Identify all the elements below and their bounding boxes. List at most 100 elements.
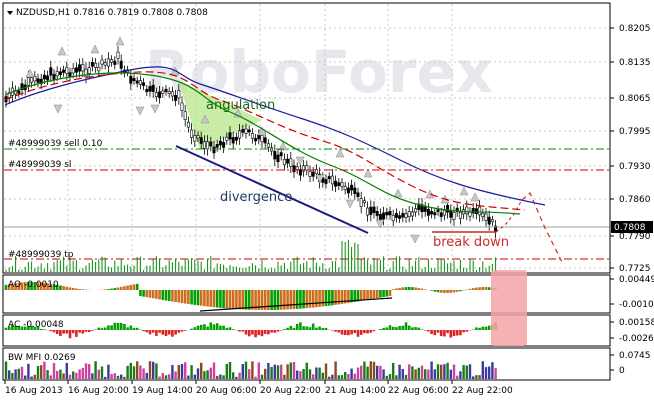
candle-body (465, 206, 469, 215)
candle-body (129, 75, 133, 84)
ao-bar (423, 289, 427, 290)
mfi-bar (142, 368, 145, 379)
candle-body (247, 129, 251, 133)
mfi-bar (94, 361, 97, 379)
sell-level-label: #48999039 sell 0.10 (8, 139, 103, 149)
fractal-down-icon (53, 104, 63, 114)
ao-bar (414, 287, 417, 290)
ac-bar (199, 324, 203, 330)
mfi-bar (190, 365, 193, 379)
candle-body (356, 192, 360, 197)
ac-bar (283, 329, 286, 330)
mfi-bar (49, 375, 52, 379)
main-pane[interactable]: RoboForex NZDUSD,H1 0.7816 0.7819 0.7808… (2, 2, 611, 274)
mfi-bar (337, 375, 340, 379)
mfi-bar (158, 376, 161, 379)
candle-body (65, 67, 69, 74)
ac-bar (75, 330, 78, 337)
ao-bar (308, 290, 312, 308)
mfi-bar (488, 366, 491, 379)
mfi-bar (152, 361, 155, 379)
ao-bar (46, 283, 49, 290)
ac-bar (443, 330, 446, 337)
ao-bar (196, 290, 200, 306)
mfi-pane[interactable]: BW MFI 0.0269 (2, 347, 611, 381)
candle-body (228, 132, 232, 140)
candle-body (84, 68, 88, 77)
indicator-tick-label: 0.00449 (619, 275, 654, 285)
mfi-bar (81, 367, 84, 379)
mfi-bar (273, 364, 276, 379)
ac-bar (465, 330, 469, 332)
mfi-bar (404, 374, 408, 379)
candle-body (145, 88, 149, 93)
mfi-bar (219, 374, 222, 379)
mfi-bar (478, 375, 481, 379)
mfi-bar (72, 371, 75, 379)
mfi-bar (328, 376, 331, 379)
ac-bar (27, 326, 30, 330)
main-pane-frame (2, 2, 611, 274)
mfi-bar (232, 372, 235, 379)
ao-bar (17, 282, 21, 290)
ao-bars (4, 282, 497, 310)
ac-bar (356, 330, 360, 337)
ac-bar (334, 330, 337, 332)
ao-bar (126, 285, 129, 290)
mfi-bar (235, 376, 238, 379)
candle-body (433, 212, 437, 216)
ac-bar (350, 330, 353, 335)
ac-bar (107, 325, 110, 330)
projection-down-line (521, 192, 563, 263)
candle-body (404, 213, 408, 218)
ac-bar (372, 330, 376, 332)
ao-bar (475, 287, 478, 290)
ac-bar (363, 330, 366, 334)
mfi-bar (161, 373, 164, 379)
ac-bar (183, 330, 187, 331)
ao-bar (260, 290, 264, 310)
mfi-bar (228, 361, 232, 379)
ao-bar (487, 287, 491, 290)
ac-bar (155, 330, 158, 336)
ao-bar (430, 290, 433, 291)
time-axis[interactable]: 16 Aug 2013 16 Aug 20:00 19 Aug 14:00 20 Au… (4, 380, 513, 396)
tick-volume-bars (5, 239, 497, 272)
candle-body (478, 206, 482, 216)
candle-body (94, 62, 98, 68)
candle-body (167, 91, 171, 94)
candle-body (87, 67, 91, 74)
ao-bar (331, 290, 334, 306)
fractal-down-icon (150, 104, 160, 114)
ao-bar (203, 290, 206, 307)
price-tick-label: 0.7860 (619, 195, 651, 205)
candle-body (282, 158, 286, 166)
candle-body (62, 69, 66, 73)
mfi-bar (494, 368, 497, 379)
ac-bar (420, 329, 424, 330)
ao-bar (263, 290, 267, 310)
candle-body (273, 151, 277, 160)
dropdown-triangle-icon[interactable] (7, 11, 13, 15)
mfi-bar (449, 369, 452, 379)
candle-body (158, 91, 162, 98)
ao-bar (353, 290, 357, 302)
ac-bar (135, 327, 139, 330)
projection-up-line (495, 199, 523, 233)
candle-body (372, 206, 376, 213)
candle-body (55, 71, 59, 77)
candle-body (407, 211, 411, 218)
mfi-bar (123, 376, 126, 379)
ao-bar (471, 288, 475, 290)
candle-body (353, 187, 357, 194)
ao-bar (209, 290, 213, 307)
ao-bar (183, 290, 187, 304)
candle-body (238, 130, 242, 139)
price-axis[interactable]: 0.7808 0.8205 0.8135 0.8065 0.7995 0.7930 0.7… (610, 24, 653, 274)
mfi-bar (116, 375, 120, 379)
candle-body (177, 90, 181, 99)
candle-body (138, 80, 142, 85)
ao-bar (4, 284, 8, 290)
